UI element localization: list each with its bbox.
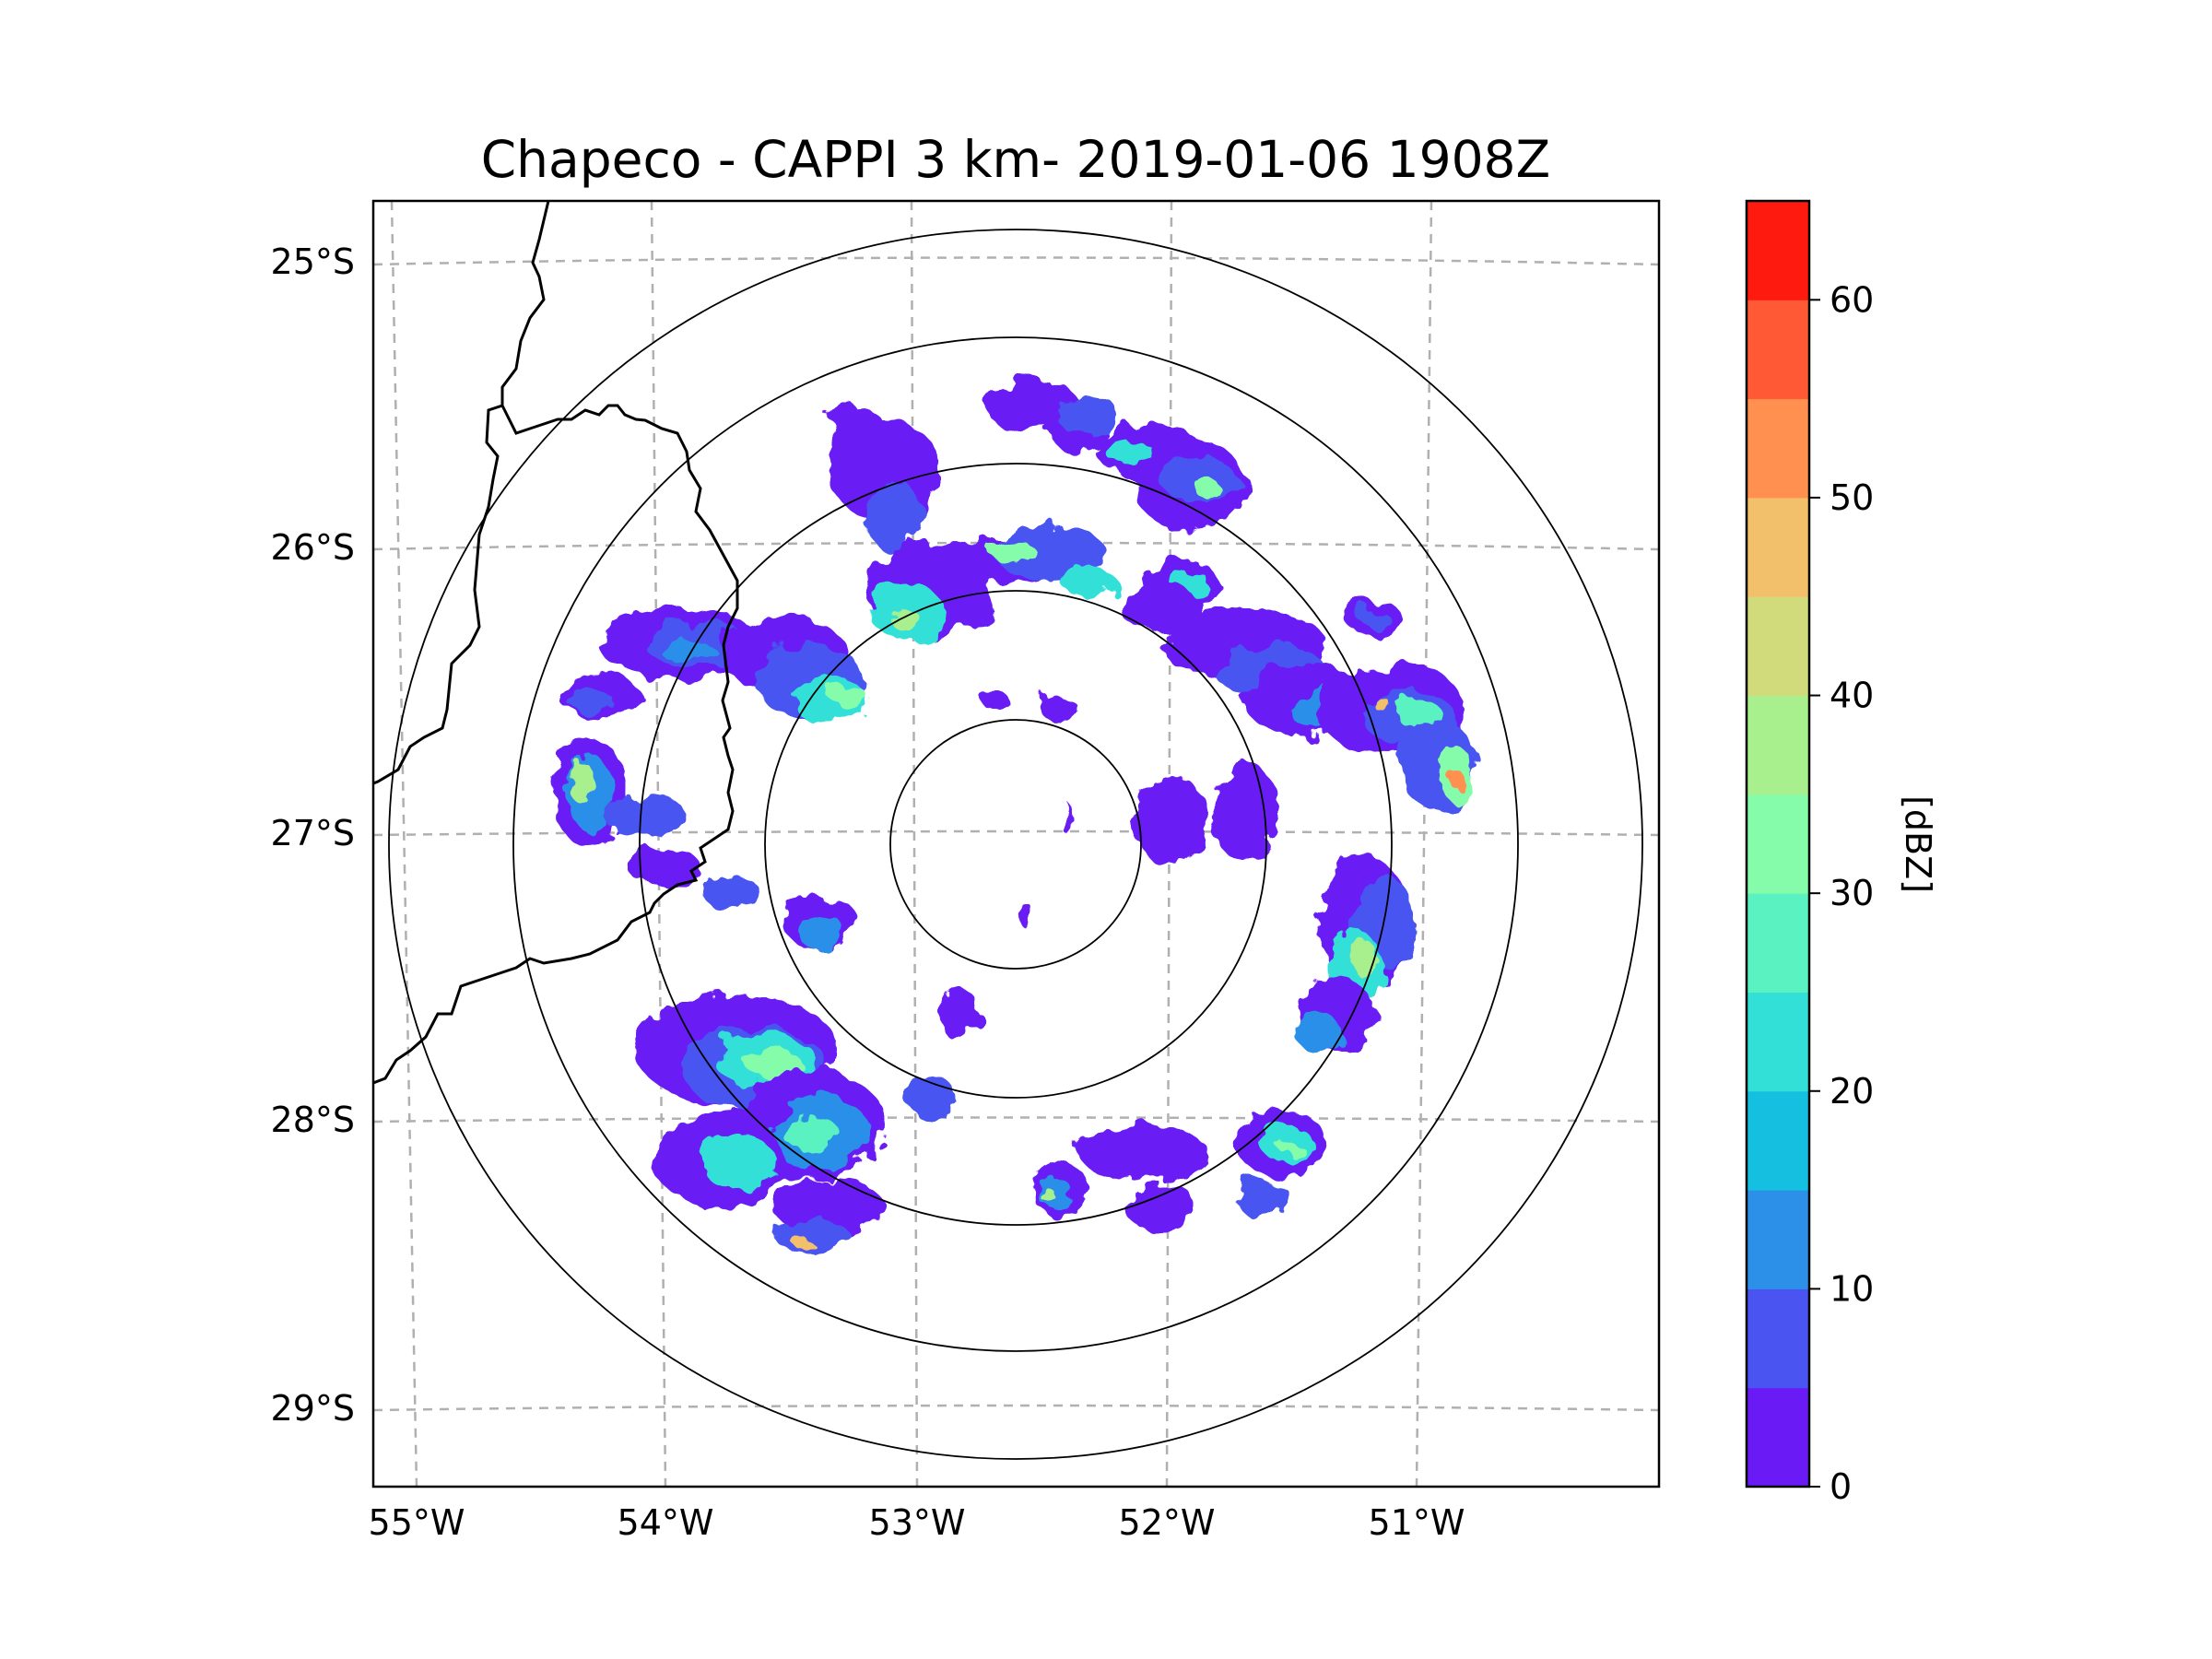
lon-tick-labels: 55°W 54°W 53°W 52°W 51°W	[369, 1502, 1465, 1543]
lat-label-25: 25°S	[271, 241, 355, 282]
colorbar-level-12	[1747, 201, 1809, 300]
lon-label-54: 54°W	[618, 1502, 714, 1543]
colorbar-level-5	[1747, 893, 1809, 993]
range-ring-2	[764, 590, 1267, 1099]
lat-label-26: 26°S	[271, 527, 355, 568]
colorbar-tick-label: 50	[1830, 477, 1874, 518]
colorbar-tick-label: 60	[1830, 279, 1874, 320]
plot-title: Chapeco - CAPPI 3 km- 2019-01-06 1908Z	[481, 130, 1550, 189]
range-ring-1	[889, 719, 1142, 970]
colorbar-level-7	[1747, 695, 1809, 795]
colorbar-label: [dBZ]	[1898, 795, 1938, 893]
colorbar-level-11	[1747, 300, 1809, 400]
lat-gridline-25	[373, 256, 1659, 266]
colorbar-ticks: 0 10 20 30 40 50 60	[1809, 279, 1874, 1507]
colorbar-level-6	[1747, 794, 1809, 894]
lat-tick-labels: 25°S 26°S 27°S 28°S 29°S	[271, 241, 355, 1429]
lat-gridline-27	[373, 830, 1659, 837]
lon-label-55: 55°W	[369, 1502, 465, 1543]
colorbar-tick-label: 20	[1830, 1071, 1874, 1112]
colorbar: 0 10 20 30 40 50 60 [dBZ]	[1745, 199, 1938, 1507]
colorbar-level-3	[1747, 1090, 1809, 1191]
lat-label-27: 27°S	[271, 813, 355, 853]
echo-cluster-southeast	[1032, 857, 1415, 1230]
range-ring-5	[388, 229, 1643, 1460]
range-rings	[388, 229, 1643, 1460]
colorbar-tick-label: 10	[1830, 1268, 1874, 1309]
colorbar-level-9	[1747, 497, 1809, 597]
border-argentina-brazil	[373, 404, 739, 1085]
lat-gridline-26	[373, 541, 1659, 551]
colorbar-tick-label: 30	[1830, 873, 1874, 913]
graticule	[373, 201, 1659, 1487]
lat-gridline-29	[373, 1404, 1659, 1412]
colorbar-level-8	[1747, 596, 1809, 697]
colorbar-level-1	[1747, 1288, 1809, 1389]
map-panel	[371, 199, 1661, 1488]
colorbar-tick-label: 40	[1830, 676, 1874, 716]
lat-gridline-28	[373, 1116, 1659, 1124]
echo-cluster-northwest	[553, 610, 866, 848]
lat-label-29: 29°S	[271, 1388, 355, 1429]
echo-cluster-north	[830, 378, 1115, 641]
lon-label-51: 51°W	[1369, 1502, 1465, 1543]
colorbar-level-10	[1747, 398, 1809, 499]
colorbar-level-4	[1747, 992, 1809, 1092]
colorbar-tick-label: 0	[1830, 1466, 1852, 1507]
map-frame	[371, 199, 1661, 1488]
country-borders	[373, 201, 739, 1085]
lon-label-52: 52°W	[1119, 1502, 1216, 1543]
lon-label-53: 53°W	[869, 1502, 966, 1543]
colorbar-level-0	[1747, 1387, 1809, 1488]
lat-label-28: 28°S	[271, 1100, 355, 1140]
colorbar-frame	[1745, 199, 1811, 1488]
colorbar-level-2	[1747, 1190, 1809, 1289]
colorbar-segments	[1747, 201, 1809, 1488]
echo-cluster-center	[982, 691, 1207, 924]
range-ring-3	[639, 463, 1393, 1226]
border-paraguay-argentina	[373, 201, 550, 785]
range-ring-4	[512, 336, 1519, 1352]
